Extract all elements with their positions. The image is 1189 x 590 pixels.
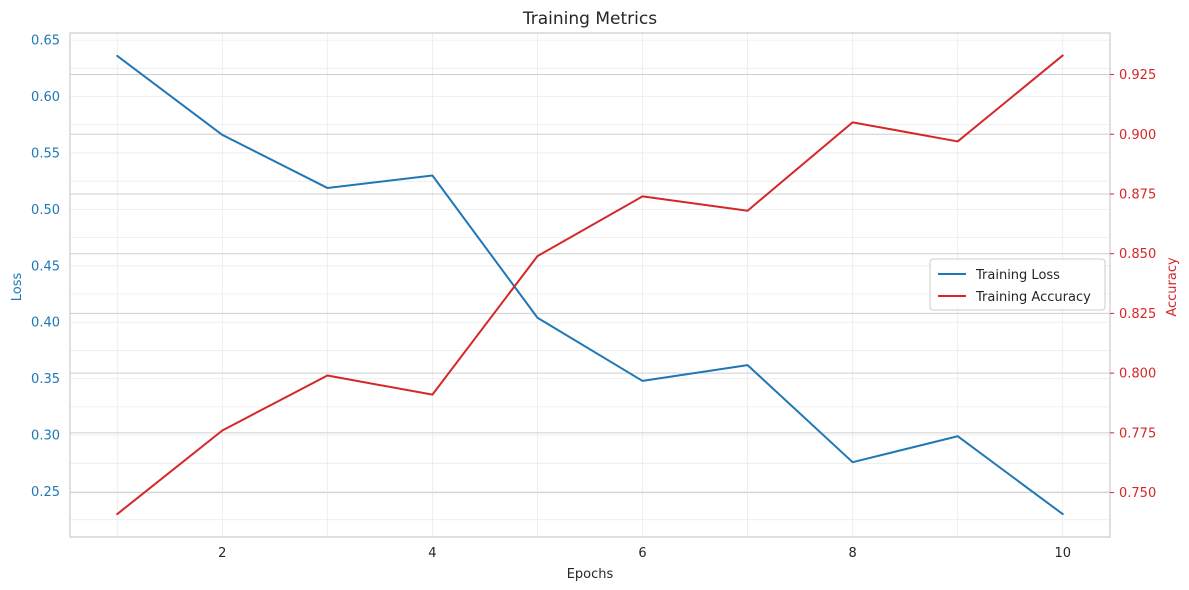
y-right-tick-label: 0.775 [1119, 426, 1156, 441]
x-tick-label: 6 [638, 546, 646, 561]
series-line-training-loss [116, 54, 1064, 516]
y-right-tick-label: 0.925 [1119, 68, 1156, 83]
legend: Training Loss Training Accuracy [929, 258, 1106, 311]
plot-frame [69, 32, 1111, 538]
y-right-tick-label: 0.875 [1119, 187, 1156, 202]
grid-layer [70, 33, 1110, 537]
y-left-tick-label: 0.35 [31, 372, 60, 387]
series-line-training-accuracy [116, 54, 1064, 516]
spine-layer [69, 32, 1111, 538]
legend-box [929, 258, 1106, 311]
chart-title: Training Metrics [522, 9, 657, 29]
y-left-tick-label: 0.45 [31, 259, 60, 274]
x-tick-label: 8 [848, 546, 856, 561]
y-right-tick-label: 0.900 [1119, 128, 1156, 143]
y-left-tick-label: 0.55 [31, 146, 60, 161]
legend-label-training-loss: Training Loss [975, 268, 1060, 283]
y-axis-left-title: Loss [10, 273, 25, 302]
y-left-tick-label: 0.40 [31, 316, 60, 331]
y-right-tick-label: 0.850 [1119, 247, 1156, 262]
y-left-tick-label: 0.60 [31, 90, 60, 105]
x-tick-label: 4 [428, 546, 436, 561]
y-right-tick-label: 0.800 [1119, 367, 1156, 382]
y-right-tick-label: 0.825 [1119, 307, 1156, 322]
y-right-tick-label: 0.750 [1119, 486, 1156, 501]
legend-label-training-accuracy: Training Accuracy [975, 290, 1091, 305]
y-left-tick-label: 0.65 [31, 34, 60, 49]
y-left-tick-label: 0.30 [31, 429, 60, 444]
y-left-tick-label: 0.25 [31, 485, 60, 500]
x-axis-title: Epochs [567, 567, 614, 582]
y-left-tick-label: 0.50 [31, 203, 60, 218]
y-axis-right-title: Accuracy [1165, 257, 1180, 317]
x-tick-label: 2 [218, 546, 226, 561]
tick-layer: 2 4 6 8 10 0.25 0.30 0.35 0.40 0.45 0.50 0.55 0.60 0.… [31, 34, 1156, 561]
series-layer [116, 54, 1064, 516]
x-tick-label: 10 [1054, 546, 1071, 561]
